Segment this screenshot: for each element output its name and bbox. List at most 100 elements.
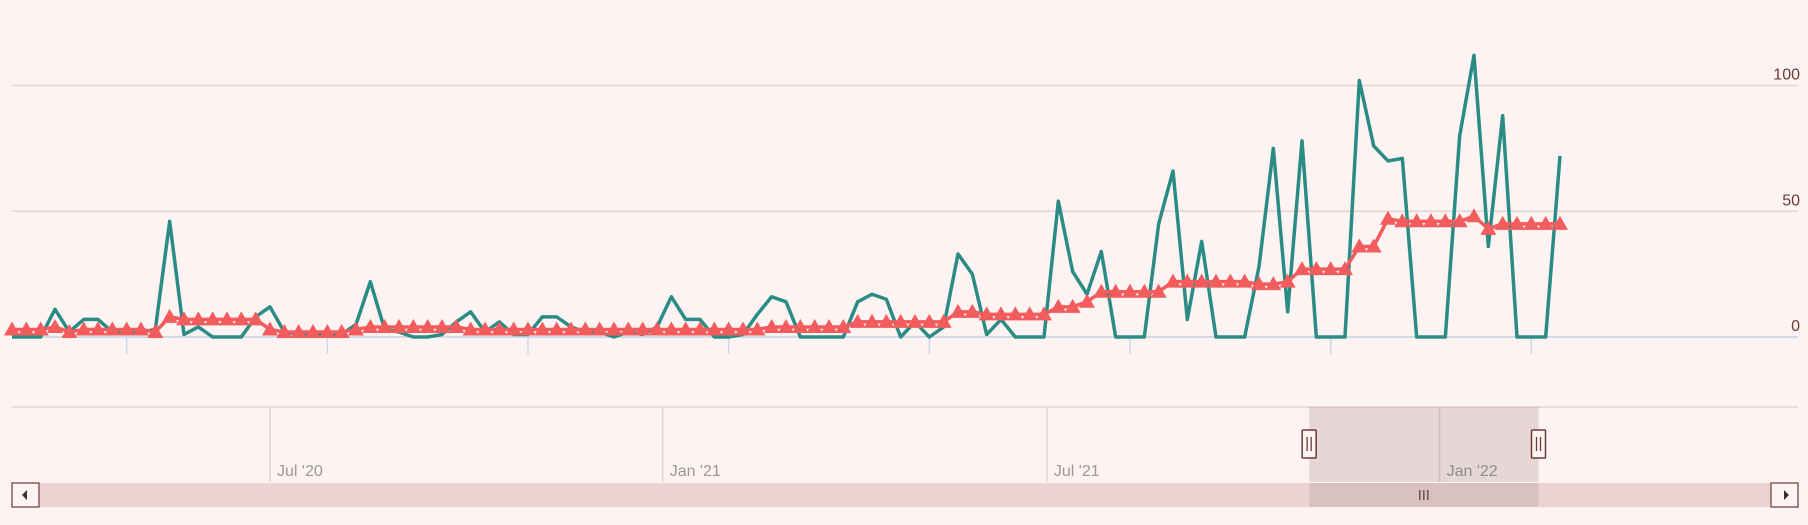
triangle-marker [1036,306,1052,321]
triangle-marker [1265,276,1282,291]
y-tick-label: 0 [1791,318,1800,335]
triangle-marker [1365,238,1382,253]
y-tick-label: 50 [1782,192,1800,209]
triangle-marker [591,321,608,336]
triangle-marker [634,321,651,336]
triangle-marker [563,321,579,336]
triangle-marker [491,321,508,336]
triangle-marker [18,321,35,336]
triangle-marker [47,318,63,333]
scrollbar-grip [1419,490,1429,500]
triangle-marker [534,321,551,336]
triangle-marker [233,311,250,326]
navigator-label: Jul '21 [1054,463,1100,480]
triangle-marker [1236,273,1253,288]
triangle-marker [1007,306,1024,321]
triangle-marker [620,321,637,336]
triangle-marker [1294,261,1310,276]
triangle-marker [907,313,923,328]
triangle-marker [1451,213,1468,228]
triangle-marker [348,321,364,336]
navigator-handle[interactable] [1301,429,1317,459]
triangle-marker [376,318,393,333]
triangle-marker [75,321,92,336]
handle-grip [1306,437,1312,451]
triangle-marker [1537,215,1554,230]
triangle-marker [1208,273,1224,288]
navigator-selection [1309,407,1539,482]
triangle-marker [792,318,809,333]
triangle-marker [878,313,895,328]
triangle-marker [778,318,794,333]
triangle-marker [821,318,837,333]
triangle-marker [1308,261,1325,276]
triangle-marker [276,323,293,338]
triangle-marker [978,306,995,321]
triangle-marker [1322,261,1339,276]
triangle-marker [606,321,622,336]
triangle-marker [720,321,737,336]
triangle-marker [1179,273,1196,288]
triangle-marker [835,318,852,333]
triangle-marker [147,323,164,338]
triangle-marker [964,303,981,318]
series-line [12,53,1562,339]
triangle-marker [735,321,751,336]
triangle-marker [434,318,450,333]
triangle-marker [419,318,436,333]
triangle-marker [1021,306,1038,321]
triangle-marker [176,311,192,326]
triangle-marker [1437,213,1454,228]
triangle-marker [692,321,708,336]
triangle-marker [333,323,350,338]
triangle-marker [262,321,278,336]
navigator-handle[interactable] [1530,429,1547,459]
triangle-marker [290,323,307,338]
triangle-marker [219,311,235,326]
triangle-marker [1222,273,1239,288]
scroll-right-arrow [1784,490,1789,500]
triangle-marker [1380,210,1396,225]
triangle-marker [993,306,1009,321]
triangle-marker [806,318,823,333]
triangle-marker [391,318,407,333]
triangle-marker [1193,273,1210,288]
triangle-marker [1136,283,1153,298]
triangle-marker [405,318,422,333]
triangle-marker [706,321,723,336]
triangle-marker [462,321,479,336]
triangle-marker [247,311,264,326]
triangle-marker [1480,220,1497,235]
triangle-marker [1122,283,1138,298]
y-tick-label: 100 [1773,67,1800,84]
triangle-marker [118,321,135,336]
triangle-marker [1107,283,1124,298]
triangle-marker [448,318,465,333]
triangle-marker [190,311,207,326]
triangle-marker [1408,213,1425,228]
triangle-marker [1337,261,1353,276]
triangle-marker [61,323,78,338]
triangle-marker [1523,215,1540,230]
triangle-marker [1064,298,1081,313]
triangle-marker [1423,213,1439,228]
triangle-marker [1351,238,1368,253]
triangle-marker [864,313,880,328]
triangle-marker [577,321,594,336]
triangle-marker [663,321,680,336]
triangle-marker [1165,273,1181,288]
triangle-marker [548,321,565,336]
triangle-marker [90,321,106,336]
triangle-marker [104,321,121,336]
triangle-marker [1050,298,1067,313]
navigator-label: Jan '21 [670,463,721,480]
triangle-marker [4,321,20,336]
triangle-marker [950,303,966,318]
triangle-marker [319,323,336,338]
triangle-marker [649,321,665,336]
triangle-marker [749,321,766,336]
triangle-marker [677,321,694,336]
triangle-marker [921,313,938,328]
triangle-marker [763,318,780,333]
